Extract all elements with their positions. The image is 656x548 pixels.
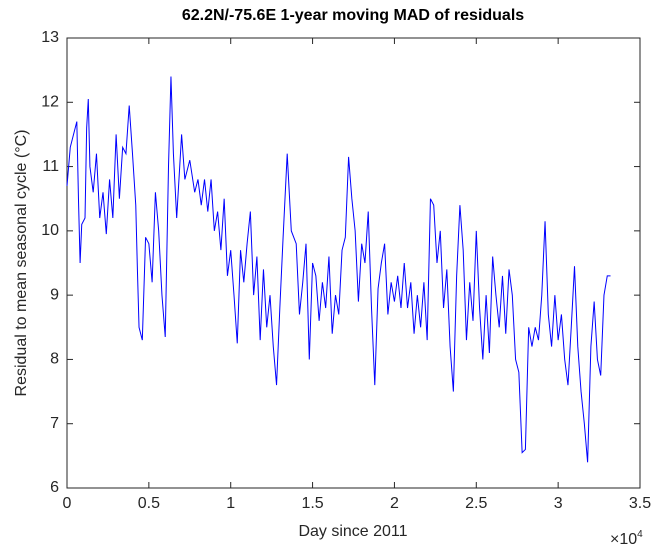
x-tick-label: 2.5	[465, 495, 487, 512]
x-multiplier: ×104	[610, 529, 643, 548]
x-tick-label: 3	[554, 495, 563, 512]
multiplier-base: ×10	[610, 531, 637, 548]
x-tick-label: 0.5	[138, 495, 160, 512]
x-tick-label: 3.5	[629, 495, 651, 512]
x-axis-label: Day since 2011	[298, 523, 407, 540]
chart-title: 62.2N/-75.6E 1-year moving MAD of residu…	[182, 7, 524, 24]
y-tick-label: 12	[41, 94, 59, 111]
x-tick-label: 1	[226, 495, 235, 512]
x-tick-label: 1.5	[301, 495, 323, 512]
x-tick-label: 0	[63, 495, 72, 512]
plot-area	[66, 37, 641, 489]
y-tick-label: 7	[50, 415, 59, 432]
y-tick-label: 8	[50, 351, 59, 368]
y-axis-label: Residual to mean seasonal cycle (°C)	[13, 130, 30, 397]
x-tick-label: 2	[390, 495, 399, 512]
multiplier-exponent: 4	[637, 529, 643, 540]
y-tick-label: 10	[41, 222, 59, 239]
y-tick-label: 11	[42, 158, 59, 175]
y-tick-label: 6	[50, 479, 59, 496]
y-tick-label: 9	[50, 286, 59, 303]
data-line	[66, 76, 611, 463]
y-tick-label: 13	[41, 29, 59, 46]
